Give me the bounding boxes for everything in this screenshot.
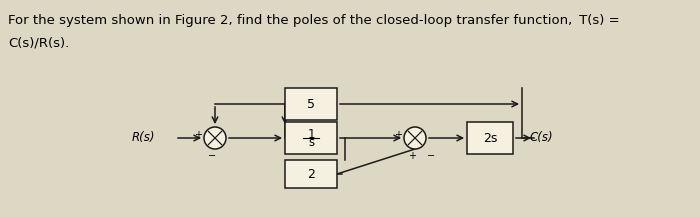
- Text: R(s): R(s): [132, 132, 155, 145]
- Text: C(s)/R(s).: C(s)/R(s).: [8, 36, 69, 49]
- Circle shape: [404, 127, 426, 149]
- Text: +: +: [408, 151, 416, 161]
- Text: +: +: [394, 130, 402, 140]
- Text: 1: 1: [307, 128, 315, 140]
- Text: s: s: [308, 136, 314, 150]
- Text: 2: 2: [307, 168, 315, 181]
- Text: −: −: [208, 151, 216, 161]
- Circle shape: [204, 127, 226, 149]
- Text: 5: 5: [307, 97, 315, 110]
- Text: 2s: 2s: [483, 132, 497, 145]
- Text: For the system shown in Figure 2, find the poles of the closed-loop transfer fun: For the system shown in Figure 2, find t…: [8, 14, 620, 27]
- Text: C(s): C(s): [530, 132, 554, 145]
- Bar: [285, 122, 337, 154]
- Text: +: +: [194, 130, 202, 140]
- Text: −: −: [427, 151, 435, 161]
- Bar: [285, 160, 337, 188]
- Bar: [285, 88, 337, 120]
- Bar: [467, 122, 513, 154]
